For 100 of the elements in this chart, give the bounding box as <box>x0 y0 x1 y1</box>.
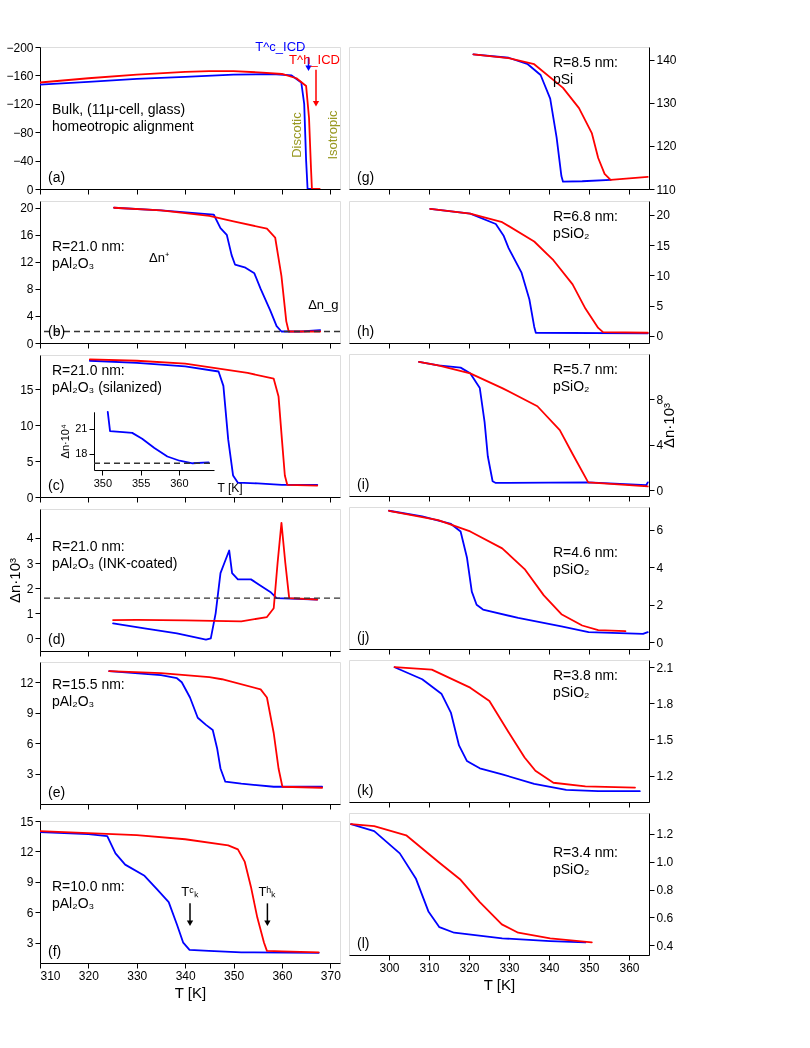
y-tick-label: −160 <box>6 68 34 83</box>
y-tick-label: 15 <box>20 814 34 829</box>
annotation: pSi <box>553 71 574 88</box>
y-tick-label: 15 <box>656 238 671 253</box>
y-tick-label: 10 <box>656 268 671 283</box>
annotation: Bulk, (11μ-cell, glass) <box>52 101 186 118</box>
annotation: (b) <box>48 323 66 339</box>
annotation: Discotic <box>288 111 304 158</box>
annotation: R=10.0 nm: <box>52 877 125 894</box>
annotation: (h) <box>357 323 375 339</box>
y-tick-label: 12 <box>20 844 34 859</box>
x-tick-label: 340 <box>539 960 560 975</box>
x-tick-label: 330 <box>499 960 520 975</box>
annotation: homeotropic alignment <box>52 118 194 135</box>
annotation: pAl₂O₃ <box>52 693 95 710</box>
annotation: pSiO₂ <box>553 861 590 878</box>
y-tick-label: 1 <box>26 606 34 621</box>
y-tick-label: 130 <box>656 96 677 111</box>
annotation: Δn⁺ <box>149 249 169 265</box>
x-tick-label: 310 <box>419 960 440 975</box>
x-tick-label: 340 <box>175 968 196 983</box>
annotation: pAl₂O₃ (silanized) <box>52 379 162 396</box>
y-tick-label: 4 <box>26 309 34 324</box>
x-tick-label: 350 <box>224 968 245 983</box>
y-tick-label: 12 <box>20 675 34 690</box>
annotation: pSiO₂ <box>553 378 590 395</box>
y-tick-label: 9 <box>26 706 34 721</box>
x-tick-label: 360 <box>170 476 189 489</box>
y-tick-label: −120 <box>6 97 34 112</box>
y-tick-label: 6 <box>656 523 664 538</box>
y-tick-label: 6 <box>26 905 34 920</box>
annotation: R=8.5 nm: <box>553 54 618 71</box>
y-tick-label: 0.8 <box>656 883 674 898</box>
annotation: Tᶜₖ <box>181 884 199 900</box>
y-tick-label: 18 <box>75 447 88 460</box>
y-tick-label: 1.5 <box>656 732 674 747</box>
annotation: pSiO₂ <box>553 225 590 242</box>
y-tick-label: 120 <box>656 139 677 154</box>
annotation: R=6.8 nm: <box>553 208 618 225</box>
x-axis-title: T [K] <box>483 975 516 993</box>
y-tick-label: 1.2 <box>656 769 674 784</box>
annotation: R=4.6 nm: <box>553 544 618 561</box>
y-tick-label: 21 <box>75 422 88 435</box>
y-tick-label: 5 <box>26 454 34 469</box>
annotation: (a) <box>48 169 66 185</box>
y-tick-label: −80 <box>13 125 34 140</box>
y-tick-label: 10 <box>20 418 34 433</box>
x-axis-title: T [K] <box>217 480 243 495</box>
y-tick-label: 110 <box>656 182 676 197</box>
y-tick-label: 4 <box>26 531 34 546</box>
annotation: pSiO₂ <box>553 561 590 578</box>
line-series <box>106 410 210 465</box>
y-tick-label: 16 <box>20 228 34 243</box>
y-tick-label: 1.0 <box>656 855 674 870</box>
annotation: (e) <box>48 784 66 800</box>
x-tick-label: 320 <box>459 960 480 975</box>
x-tick-label: 370 <box>320 968 342 983</box>
x-axis-title: T [K] <box>174 983 207 1001</box>
y-tick-label: 2 <box>26 581 34 596</box>
annotation: Isotropic <box>324 109 340 160</box>
y-tick-label: 0 <box>656 329 664 344</box>
annotation: (i) <box>357 476 370 492</box>
y-tick-label: 20 <box>656 208 671 223</box>
annotation: pAl₂O₃ <box>52 255 95 272</box>
annotation: pAl₂O₃ <box>52 894 95 911</box>
annotation: R=15.5 nm: <box>52 676 125 693</box>
y-tick-label: 0 <box>26 182 34 197</box>
y-tick-label: 1.2 <box>656 827 674 842</box>
annotation: Δn_g <box>308 296 339 312</box>
y-tick-label: 4 <box>656 438 664 453</box>
y-tick-label: 0.4 <box>656 938 674 953</box>
annotation: (j) <box>357 629 370 645</box>
annotation: pSiO₂ <box>553 684 590 701</box>
y-tick-label: 0.6 <box>656 910 674 925</box>
annotation: R=21.0 nm: <box>52 238 125 255</box>
y-tick-label: 12 <box>20 255 34 270</box>
annotation: Tʰₖ <box>258 884 277 900</box>
x-tick-label: 350 <box>579 960 600 975</box>
y-tick-label: 8 <box>26 282 34 297</box>
y-tick-label: −200 <box>6 40 34 55</box>
annotation: (f) <box>48 943 62 959</box>
annotation: R=3.8 nm: <box>553 667 618 684</box>
y-tick-label: 5 <box>656 299 664 314</box>
y-tick-label: 2.1 <box>656 660 674 675</box>
annotation: R=21.0 nm: <box>52 537 125 554</box>
annotation: pAl₂O₃ (INK-coated) <box>52 554 178 571</box>
annotation: R=21.0 nm: <box>52 362 125 379</box>
y-tick-label: 20 <box>20 201 34 216</box>
x-tick-label: 320 <box>78 968 100 983</box>
y-tick-label: 6 <box>26 736 34 751</box>
y-tick-label: 0 <box>656 635 664 650</box>
y-tick-label: 0 <box>26 490 34 505</box>
y-axis-title: Δn·10³ <box>5 557 23 604</box>
y-tick-label: 8 <box>656 392 664 407</box>
y-tick-label: −40 <box>13 154 34 169</box>
x-tick-label: 360 <box>619 960 640 975</box>
y-tick-label: 3 <box>26 936 34 951</box>
y-axis-title: Δn·10⁴ <box>59 424 72 459</box>
y-tick-label: 3 <box>26 767 34 782</box>
x-tick-label: 330 <box>127 968 148 983</box>
